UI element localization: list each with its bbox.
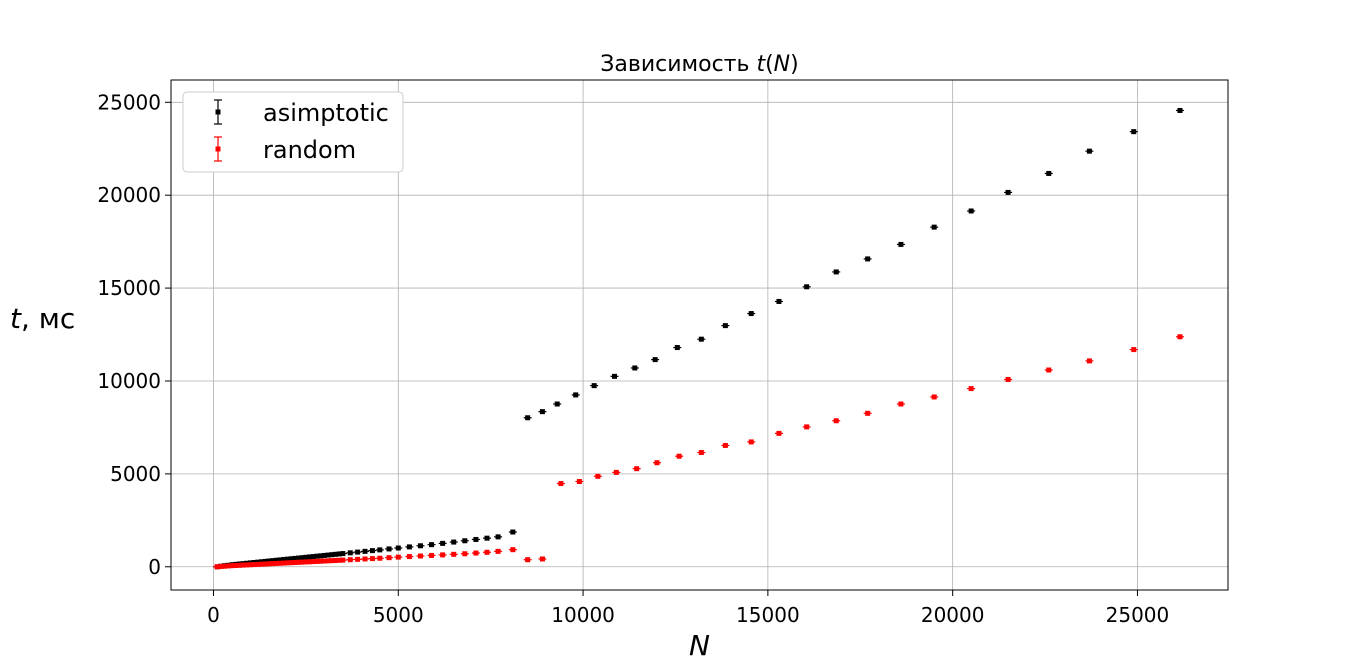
legend-marker-random [214, 136, 222, 162]
x-axis-label: N [689, 629, 710, 662]
y-tick-label: 5000 [110, 462, 161, 486]
chart-title: Зависимость t(N) [600, 52, 798, 77]
x-tick-label: 25000 [1106, 603, 1170, 627]
y-tick-label: 10000 [97, 369, 161, 393]
y-tick-label: 15000 [97, 276, 161, 300]
legend: asimptotic random [182, 91, 404, 173]
x-tick-label: 10000 [551, 603, 615, 627]
y-tick-label: 20000 [97, 183, 161, 207]
axis-ticks: 0 5000 10000 15000 20000 25000 0 5000 10000 15000… [97, 90, 1169, 627]
legend-box [182, 91, 404, 173]
x-tick-label: 5000 [373, 603, 424, 627]
legend-marker-asimptotic [214, 99, 222, 125]
plot-frame [170, 79, 1229, 591]
series-random [213, 334, 1184, 570]
legend-label-asimptotic: asimptotic [263, 99, 389, 127]
y-tick-label: 25000 [97, 90, 161, 114]
y-tick-label: 0 [148, 555, 161, 579]
x-tick-label: 0 [207, 603, 220, 627]
x-tick-label: 20000 [921, 603, 985, 627]
x-tick-label: 15000 [736, 603, 800, 627]
data-points [213, 107, 1184, 570]
y-axis-label: t, мс [10, 302, 75, 335]
legend-label-random: random [263, 136, 356, 164]
grid [171, 80, 1228, 590]
